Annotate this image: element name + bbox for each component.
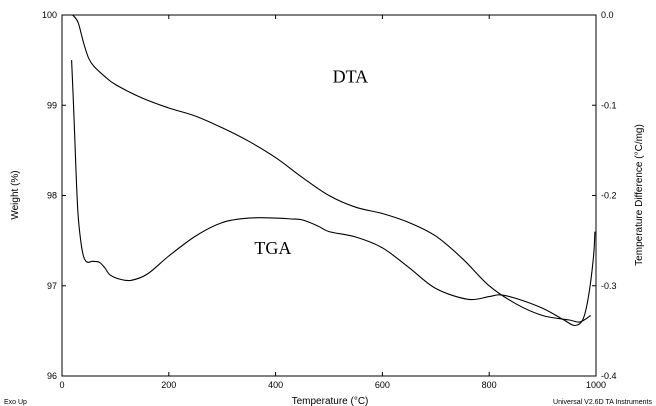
y2-axis-title: Temperature Difference (°C/mg)	[634, 124, 645, 266]
x-tick-label: 1000	[586, 380, 606, 390]
y2-tick-label: -0.4	[601, 371, 617, 381]
x-tick-label: 400	[268, 380, 283, 390]
y2-tick-label: -0.3	[601, 281, 617, 291]
annotation-dta: DTA	[333, 67, 369, 87]
tga-curve	[71, 60, 596, 327]
curve-annotations: DTA TGA	[254, 67, 368, 258]
y-tick-label: 97	[47, 281, 57, 291]
x-tick-label: 800	[482, 380, 497, 390]
y-tick-label: 96	[47, 371, 57, 381]
x-axis-title: Temperature (°C)	[292, 396, 369, 406]
y2-tick-label: -0.2	[601, 191, 617, 201]
y2-tick-label: 0.0	[601, 10, 614, 20]
annotation-tga: TGA	[254, 238, 291, 258]
y-tick-label: 99	[47, 100, 57, 110]
axis-ticks: 0 200 400 600 800 1000 96 97 98 99 100 -0.4 -0.3 -0.2…	[42, 10, 617, 390]
x-tick-label: 0	[59, 380, 64, 390]
x-tick-label: 600	[375, 380, 390, 390]
plot-curves	[71, 14, 596, 327]
exo-up-note: Exo Up	[4, 399, 27, 406]
y-axis-title: Weight (%)	[10, 170, 21, 219]
y2-tick-label: -0.1	[601, 100, 617, 110]
x-tick-label: 200	[161, 380, 176, 390]
dta-curve	[72, 14, 592, 323]
instrument-note: Universal V2.6D TA Instruments	[553, 399, 652, 406]
y-tick-label: 100	[42, 10, 57, 20]
y-tick-label: 98	[47, 191, 57, 201]
